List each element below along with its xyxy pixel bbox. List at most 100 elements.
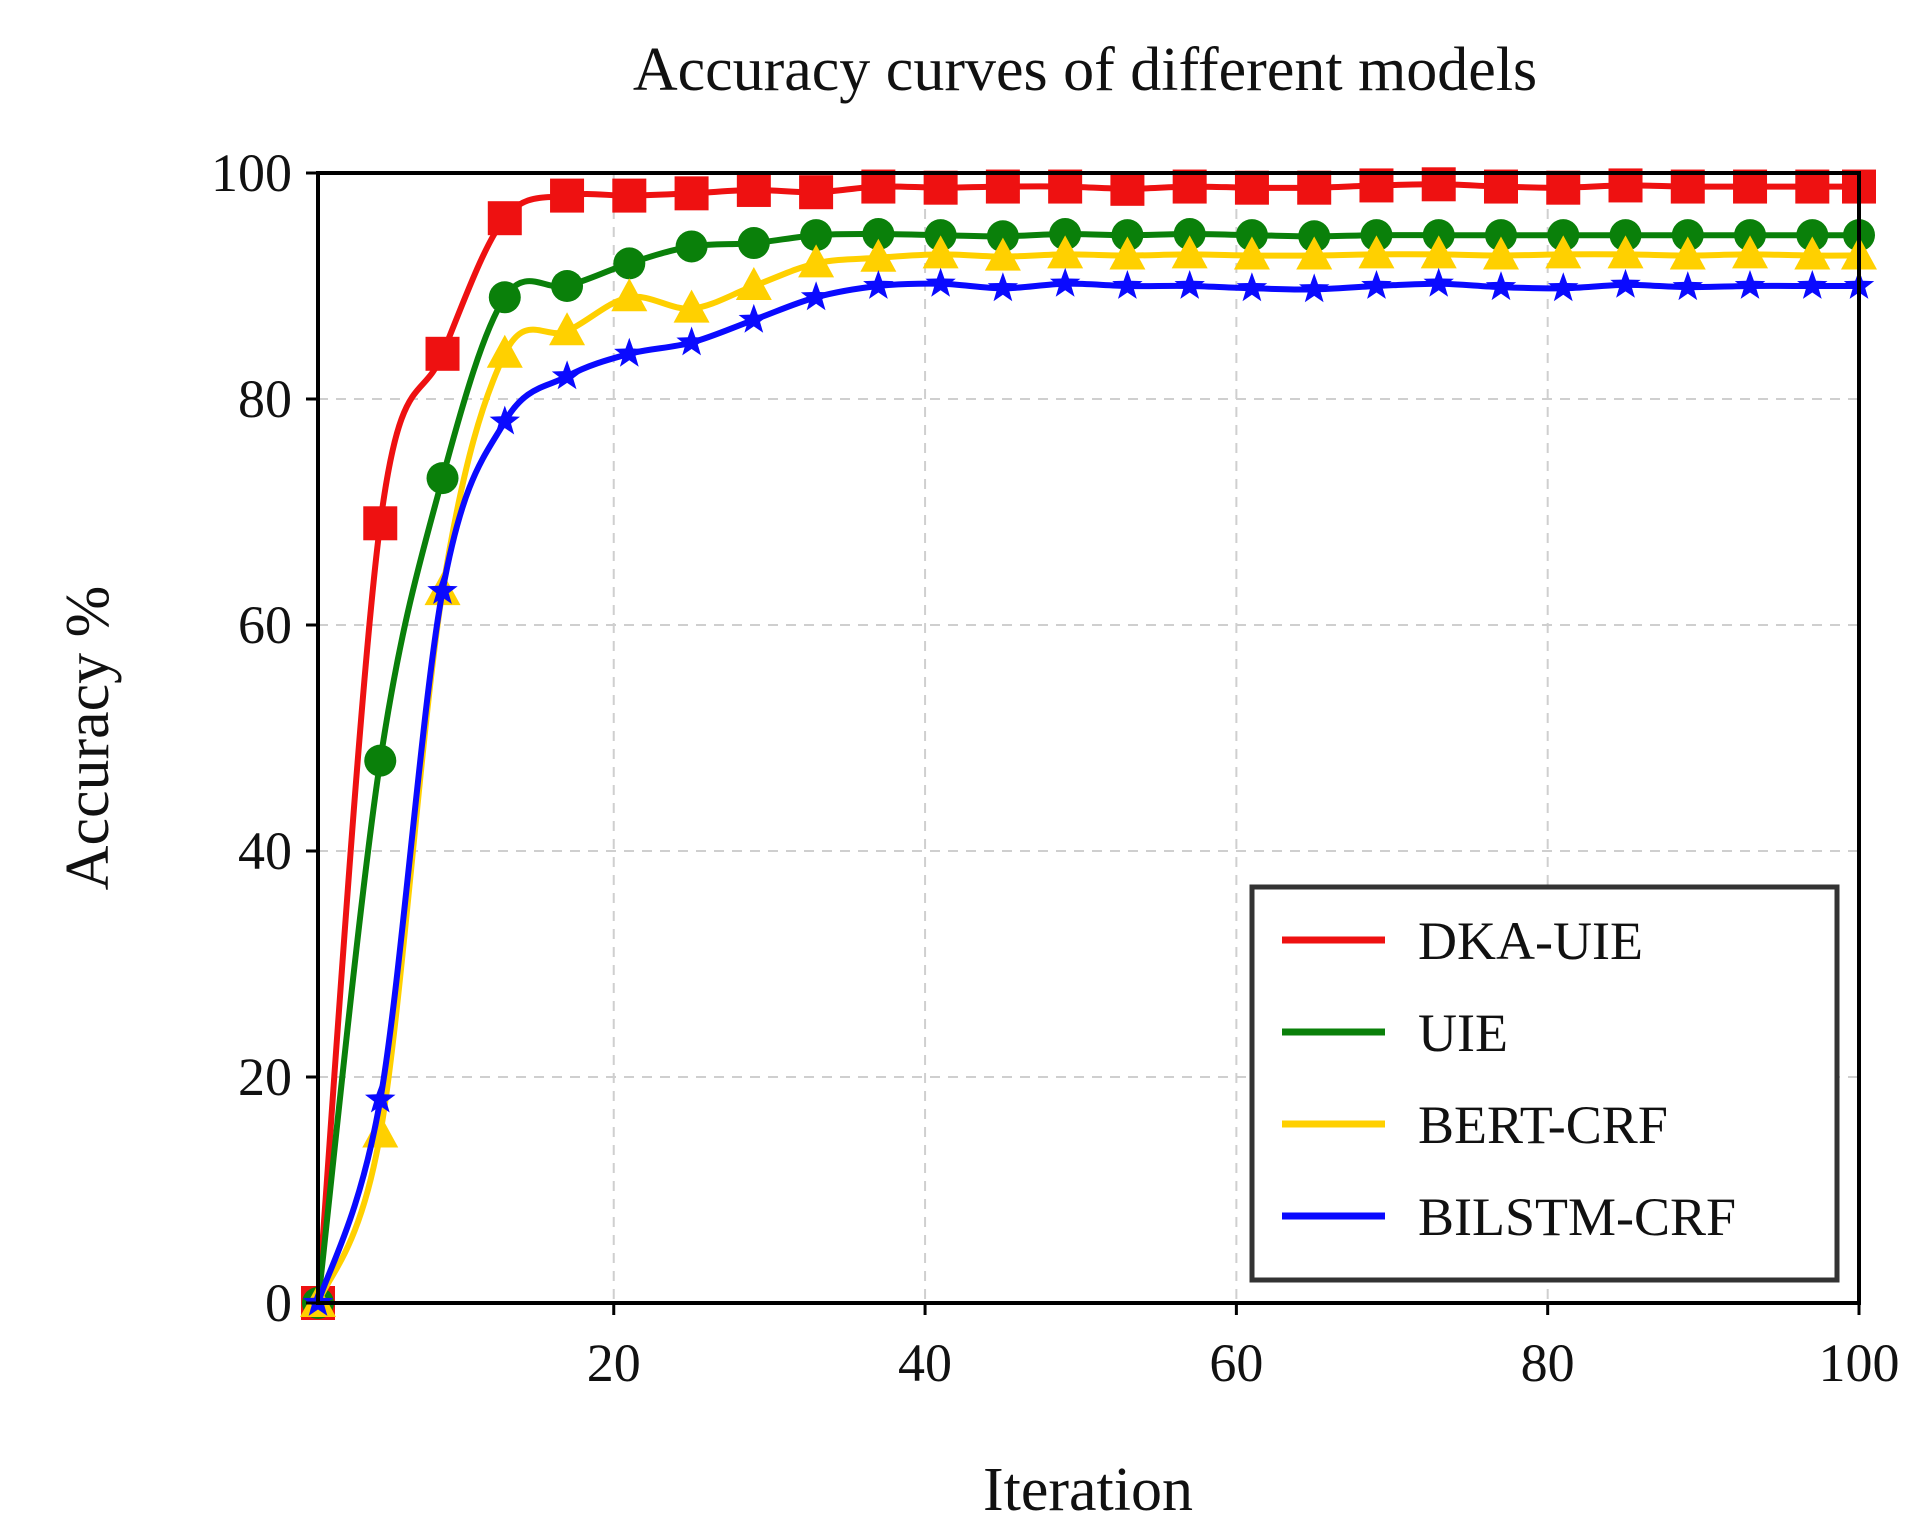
data-point	[1546, 170, 1581, 205]
data-point	[1548, 272, 1579, 302]
y-axis-label: Accuracy %	[54, 586, 122, 891]
data-point	[1049, 267, 1081, 297]
data-point	[985, 169, 1020, 204]
data-point	[614, 337, 645, 367]
plot-frame	[316, 171, 1861, 1305]
data-point	[738, 303, 770, 333]
data-point	[611, 278, 648, 312]
data-point	[862, 218, 895, 251]
data-point	[1420, 235, 1457, 269]
data-point	[800, 219, 833, 252]
x-tick-label: 80	[1521, 1333, 1575, 1393]
data-point	[924, 219, 957, 252]
data-point	[364, 744, 397, 777]
data-point	[1358, 235, 1395, 269]
data-point	[860, 238, 897, 272]
data-point	[798, 244, 835, 278]
data-point	[1669, 236, 1706, 270]
data-point	[1607, 235, 1644, 269]
y-tick-label: 100	[211, 143, 292, 203]
data-point	[673, 289, 710, 323]
data-point	[1298, 220, 1331, 253]
data-point	[1797, 270, 1828, 299]
y-tick-label: 80	[238, 369, 292, 429]
data-point	[427, 575, 458, 604]
data-point	[675, 230, 708, 263]
data-point	[362, 1114, 399, 1148]
data-point	[488, 281, 521, 314]
data-point	[800, 281, 832, 311]
data-point	[1483, 169, 1518, 204]
data-point	[425, 336, 460, 371]
data-point	[986, 220, 1019, 253]
data-point	[551, 270, 584, 302]
data-point	[1672, 271, 1703, 301]
data-point	[1422, 219, 1455, 252]
x-tick-label: 100	[1819, 1333, 1900, 1393]
data-point	[1670, 169, 1705, 204]
data-point	[1609, 219, 1642, 252]
series-group	[300, 167, 1877, 1320]
data-point	[550, 178, 585, 213]
data-point	[1796, 219, 1829, 252]
data-point	[1048, 169, 1083, 204]
data-point	[1235, 219, 1268, 252]
data-point	[1110, 171, 1145, 206]
legend-label: BERT-CRF	[1418, 1095, 1668, 1155]
data-point	[1360, 219, 1393, 252]
data-point	[549, 312, 586, 346]
data-point	[1234, 170, 1269, 205]
data-point	[1299, 273, 1330, 303]
y-tick-label: 0	[265, 1273, 292, 1333]
data-point	[1297, 170, 1332, 205]
data-point	[1296, 236, 1333, 270]
x-axis-label: Iteration	[983, 1456, 1193, 1524]
data-point	[1423, 267, 1454, 297]
data-point	[984, 237, 1021, 271]
data-point	[987, 272, 1019, 302]
data-point	[735, 267, 772, 300]
data-point	[1111, 219, 1144, 252]
data-point	[736, 172, 771, 207]
data-point	[1794, 236, 1831, 270]
data-point	[1734, 270, 1766, 299]
y-tick-label: 40	[238, 821, 292, 881]
data-point	[612, 178, 647, 213]
data-point	[551, 360, 583, 390]
y-tick-label: 20	[238, 1047, 292, 1107]
data-point	[1236, 272, 1268, 302]
data-point	[676, 326, 707, 356]
data-point	[1610, 268, 1641, 298]
data-point	[1733, 169, 1768, 204]
series-uie	[302, 218, 1875, 1319]
axis-ticks: 20 40 60 80 100 0 20 40 60 80 100	[211, 143, 1900, 1393]
data-point	[1233, 236, 1270, 270]
data-point	[1112, 270, 1143, 299]
legend-label: BILSTM-CRF	[1418, 1187, 1736, 1247]
data-point	[486, 334, 523, 368]
data-point	[863, 270, 894, 299]
data-point	[1173, 218, 1206, 251]
data-point	[1671, 219, 1704, 252]
data-point	[1545, 235, 1582, 269]
data-point	[1484, 219, 1517, 252]
data-point	[1047, 235, 1084, 269]
data-point	[923, 170, 958, 205]
data-point	[1171, 235, 1208, 269]
data-point	[365, 1083, 396, 1113]
legend: DKA-UIE UIE BERT-CRF BILSTM-CRF	[1249, 884, 1840, 1283]
legend-label: DKA-UIE	[1418, 911, 1643, 971]
data-point	[1547, 219, 1580, 252]
data-point	[1482, 236, 1519, 270]
legend-label: UIE	[1418, 1003, 1508, 1063]
data-point	[1172, 169, 1207, 204]
data-point	[674, 176, 709, 211]
series-bert-crf	[300, 235, 1877, 1317]
y-tick-label: 60	[238, 595, 292, 655]
data-point	[1361, 270, 1392, 299]
data-point	[613, 247, 646, 280]
x-tick-label: 60	[1209, 1333, 1263, 1393]
data-point	[925, 267, 956, 297]
data-point	[1174, 270, 1205, 299]
